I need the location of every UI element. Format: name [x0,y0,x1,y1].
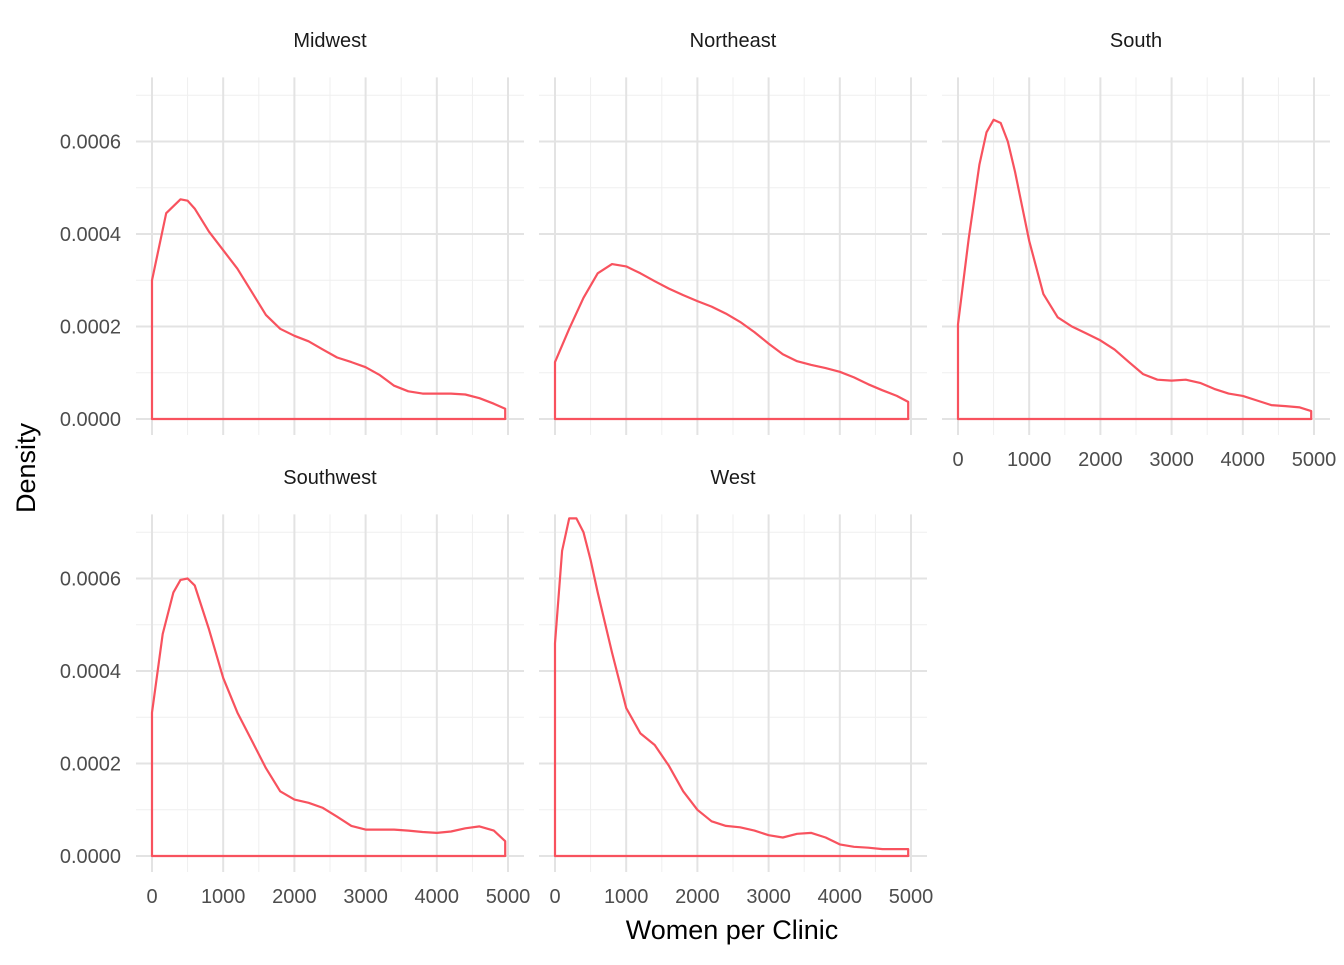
y-tick-label: 0.0004 [60,661,121,683]
x-tick-label: 1000 [1007,449,1052,471]
x-tick-label: 4000 [818,886,863,908]
x-tick-label: 0 [549,886,560,908]
x-tick-label: 4000 [415,886,460,908]
y-tick-label: 0.0002 [60,754,121,776]
x-tick-label: 3000 [746,886,791,908]
x-tick-label: 5000 [1292,449,1337,471]
x-tick-label: 2000 [272,886,317,908]
panel-southwest: Southwest 0.0000 0.0002 0.0004 0.0006 0 1000 20… [60,467,530,908]
y-tick-label: 0.0000 [60,409,121,431]
strip-label-midwest: Midwest [293,30,367,52]
panel-northeast: Northeast [539,30,927,435]
density-curve-northeast [553,263,910,421]
panel-midwest: Midwest 0.0000 0.0002 0.0004 0.0006 [60,30,524,435]
strip-label-southwest: Southwest [283,467,377,489]
x-tick-label: 0 [146,886,157,908]
x-tick-label: 3000 [1149,449,1194,471]
x-tick-label: 2000 [675,886,720,908]
y-tick-label: 0.0002 [60,317,121,339]
strip-label-northeast: Northeast [690,30,777,52]
x-tick-label: 1000 [201,886,246,908]
x-tick-label: 4000 [1221,449,1266,471]
x-axis-title: Women per Clinic [626,915,839,945]
y-axis-title: Density [11,422,41,513]
y-tick-label: 0.0000 [60,846,121,868]
strip-label-south: South [1110,30,1162,52]
panel-west: West 0 1000 2000 3000 4000 5000 [539,467,933,908]
x-tick-label: 5000 [889,886,934,908]
density-curve-west [553,517,910,858]
x-tick-label: 1000 [604,886,649,908]
y-tick-label: 0.0006 [60,569,121,591]
x-tick-label: 5000 [486,886,531,908]
density-curve-southwest [150,577,507,858]
x-tick-label: 0 [952,449,963,471]
x-tick-label: 2000 [1078,449,1123,471]
density-curve-midwest [150,198,507,421]
strip-label-west: West [710,467,756,489]
y-tick-label: 0.0006 [60,132,121,154]
y-tick-label: 0.0004 [60,224,121,246]
density-curve-south [956,118,1313,421]
x-tick-label: 3000 [343,886,388,908]
panel-south: South 0 1000 2000 3000 4000 5000 [942,30,1336,471]
